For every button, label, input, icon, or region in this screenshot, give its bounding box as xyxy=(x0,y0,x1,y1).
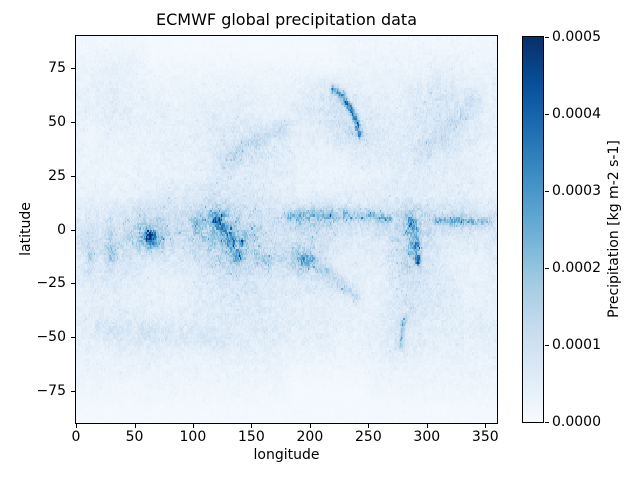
y-tick-mark xyxy=(71,283,75,285)
y-tick-mark xyxy=(71,337,75,338)
x-tick-mark xyxy=(426,424,428,428)
colorbar-tick-label: 0.0001 xyxy=(552,337,601,353)
x-tick-mark xyxy=(134,424,136,428)
x-tick-mark xyxy=(192,424,194,428)
colorbar-tick-mark xyxy=(545,37,549,38)
x-tick-label: 200 xyxy=(296,429,324,445)
colorbar-tick-label: 0.0004 xyxy=(552,106,601,122)
colorbar-tick-mark xyxy=(545,345,549,346)
y-tick-mark xyxy=(71,390,75,392)
precipitation-heatmap xyxy=(76,36,497,423)
y-tick-mark xyxy=(71,229,75,231)
colorbar-tick-label: 0.0003 xyxy=(552,183,601,199)
x-tick-mark xyxy=(368,424,370,428)
x-tick-label: 0 xyxy=(71,429,81,445)
y-tick-label: 0 xyxy=(57,221,66,238)
x-tick-label: 150 xyxy=(238,429,265,445)
y-tick-mark xyxy=(71,68,75,70)
x-tick-mark xyxy=(251,424,253,428)
colorbar-gradient xyxy=(523,37,543,422)
colorbar-tick-label: 0.0000 xyxy=(552,414,601,430)
chart-title: ECMWF global precipitation data xyxy=(156,10,417,29)
y-tick-label: −50 xyxy=(36,329,66,345)
x-tick-label: 100 xyxy=(179,429,207,445)
y-tick-mark xyxy=(71,175,75,177)
colorbar-tick-label: 0.0005 xyxy=(552,29,601,45)
x-tick-mark xyxy=(485,424,487,428)
colorbar-tick-label: 0.0002 xyxy=(552,260,601,276)
x-tick-label: 350 xyxy=(471,429,499,445)
plot-area xyxy=(75,35,498,424)
colorbar-tick-mark xyxy=(545,114,549,115)
colorbar-tick-mark xyxy=(545,422,549,423)
y-tick-label: 50 xyxy=(48,114,66,130)
colorbar-tick-mark xyxy=(545,191,549,192)
y-tick-mark xyxy=(71,122,75,123)
y-tick-label: −75 xyxy=(36,382,66,399)
y-tick-label: 75 xyxy=(48,60,66,77)
y-tick-label: 25 xyxy=(48,167,66,184)
y-tick-label: −25 xyxy=(36,275,66,292)
x-tick-label: 50 xyxy=(125,429,144,445)
x-tick-mark xyxy=(309,424,311,428)
x-tick-label: 250 xyxy=(355,429,382,445)
x-tick-mark xyxy=(76,424,77,428)
x-axis-label: longitude xyxy=(253,447,320,463)
colorbar xyxy=(522,36,544,423)
x-tick-label: 300 xyxy=(413,429,441,445)
colorbar-tick-mark xyxy=(545,268,549,269)
